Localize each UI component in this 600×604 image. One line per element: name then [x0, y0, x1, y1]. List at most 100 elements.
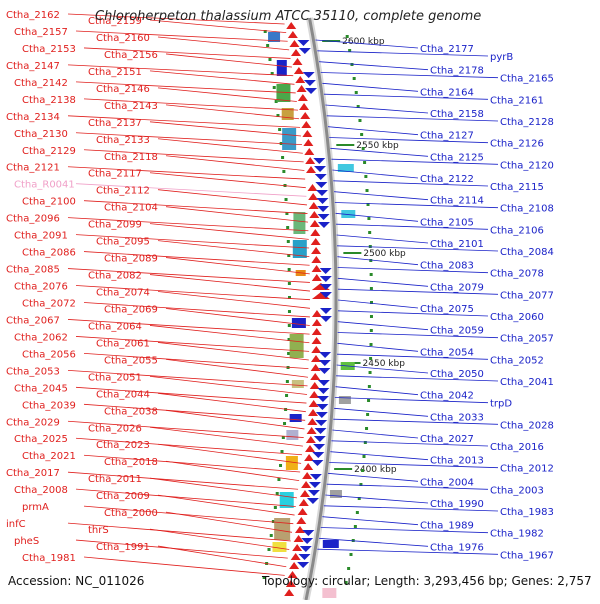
gene-label-right: Ctha_2083: [420, 261, 474, 272]
leader-line-left: [157, 392, 306, 413]
gene-label-left: Ctha_2099: [88, 220, 142, 231]
gene-label-left: Ctha_2055: [104, 355, 158, 366]
gene-label-right: Ctha_2165: [500, 74, 554, 85]
gene-label-right: Ctha_2122: [420, 174, 474, 185]
gene-label-right: Ctha_2012: [500, 464, 554, 475]
gene-label-right: Ctha_2042: [420, 391, 474, 402]
leader-line-left: [149, 19, 287, 34]
leader-line-left: [149, 274, 311, 292]
minor-tick: [369, 329, 373, 332]
minor-tick: [361, 147, 365, 150]
gene-arrow-forward: [296, 85, 307, 92]
gene-label-left: Ctha_2130: [14, 129, 68, 140]
gene-label-right: Ctha_2033: [430, 412, 484, 423]
leader-line-right: [333, 418, 499, 425]
gene-arrow-forward: [293, 67, 304, 74]
gene-label-left: Ctha_2138: [22, 95, 76, 106]
gene-label-left: Ctha_2160: [96, 33, 150, 44]
gene-label-left: Ctha_2096: [6, 214, 60, 225]
gene-label-left: Ctha_2117: [88, 169, 142, 180]
gene-arrow-forward: [305, 157, 316, 164]
leader-line-left: [165, 511, 293, 533]
gene-label-left: Ctha_2129: [22, 146, 76, 157]
gene-label-right: trpD: [490, 399, 512, 410]
gene-label-right: Ctha_2127: [420, 131, 474, 142]
gene-arrow-reverse: [314, 174, 327, 180]
gene-arrow-forward: [298, 499, 309, 506]
leader-line-left: [165, 53, 292, 68]
gene-label-left: Ctha_2085: [6, 265, 60, 276]
gene-arrow-forward: [311, 346, 322, 353]
map-title: Chloroherpeton thalassium ATCC 35110, co…: [95, 9, 482, 24]
gene-label-left: Ctha_2029: [6, 417, 60, 428]
leader-line-right: [323, 93, 489, 100]
gene-label-left: Ctha_2151: [88, 67, 142, 78]
leader-line-left: [67, 319, 310, 335]
leader-line-right: [334, 202, 499, 209]
minor-tick: [279, 464, 283, 467]
gene-label-left: Ctha_2038: [104, 406, 158, 417]
leader-line-left: [149, 70, 295, 85]
gene-label-right: Ctha_2101: [430, 239, 484, 250]
minor-tick: [287, 310, 291, 313]
gene-label-left: Ctha_2137: [88, 118, 142, 129]
minor-tick: [287, 254, 291, 257]
minor-tick: [348, 49, 352, 52]
kbp-tick-label: 2400 kbp: [354, 465, 397, 475]
gene-label-left: thrS: [88, 525, 109, 536]
gene-label-left: Ctha_2072: [22, 298, 76, 309]
gene-label-left: Ctha_1981: [22, 553, 76, 564]
gene-label-left: Ctha_2074: [96, 288, 150, 299]
minor-tick: [280, 450, 284, 453]
gene-arrow-forward: [301, 121, 312, 128]
gene-label-left: Ctha_2023: [96, 440, 150, 451]
minor-tick: [369, 287, 373, 290]
gene-arrow-forward: [292, 58, 303, 65]
minor-tick: [360, 133, 364, 136]
leader-line-right: [337, 332, 499, 339]
gene-arrow-forward: [310, 364, 321, 371]
minor-tick: [345, 35, 349, 38]
gene-label-left: Ctha_R0041: [14, 180, 75, 191]
gene-label-right: Ctha_2158: [430, 109, 484, 120]
leader-line-right: [330, 451, 429, 461]
gene-label-left: Ctha_2045: [14, 383, 68, 394]
gene-arrow-reverse: [317, 380, 330, 386]
leader-line-right: [334, 191, 429, 201]
leader-line-left: [165, 358, 309, 378]
gene-label-left: Ctha_2121: [6, 163, 60, 174]
gene-label-left: Ctha_2044: [96, 389, 150, 400]
feature-block: [276, 84, 291, 102]
leader-line-right: [322, 516, 419, 526]
minor-tick: [286, 226, 290, 229]
minor-tick: [268, 58, 272, 61]
feature-block: [291, 318, 306, 328]
gene-label-left: Ctha_2153: [22, 44, 76, 55]
leader-line-left: [157, 189, 308, 206]
gene-arrow-forward: [303, 463, 314, 470]
gene-label-right: Ctha_2125: [430, 152, 484, 163]
gene-arrow-reverse: [315, 412, 328, 418]
leader-line-right: [325, 104, 429, 114]
leader-line-right: [337, 310, 489, 317]
gene-arrow-reverse: [319, 352, 332, 358]
leader-line-left: [149, 121, 302, 137]
gene-arrow-forward: [310, 355, 321, 362]
gene-arrow-forward: [303, 139, 314, 146]
leader-line-left: [83, 505, 294, 525]
gene-arrow-reverse: [318, 368, 331, 374]
gene-label-right: Ctha_2115: [490, 182, 544, 193]
minor-tick: [365, 189, 369, 192]
minor-tick: [285, 394, 289, 397]
gene-arrow-forward: [307, 418, 318, 425]
leader-line-left: [83, 98, 299, 111]
gene-label-right: Ctha_2050: [430, 369, 484, 380]
gene-label-left: Ctha_2147: [6, 61, 60, 72]
leader-line-left: [75, 437, 303, 456]
gene-label-right: Ctha_2079: [430, 282, 484, 293]
minor-tick: [278, 128, 282, 131]
leader-line-left: [75, 336, 310, 352]
gene-label-right: Ctha_2004: [420, 477, 474, 488]
minor-tick: [262, 576, 266, 579]
